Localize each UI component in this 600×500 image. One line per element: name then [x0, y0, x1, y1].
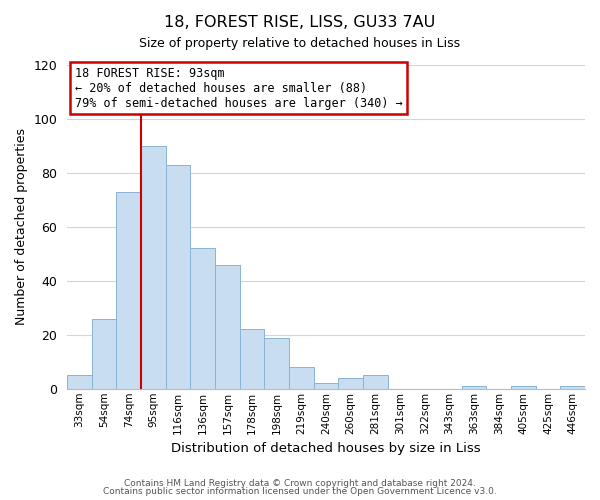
Bar: [240, 330, 265, 389]
Bar: [560, 386, 585, 389]
Bar: [511, 386, 536, 389]
X-axis label: Distribution of detached houses by size in Liss: Distribution of detached houses by size …: [171, 442, 481, 455]
Bar: [462, 386, 487, 389]
Text: 18, FOREST RISE, LISS, GU33 7AU: 18, FOREST RISE, LISS, GU33 7AU: [164, 15, 436, 30]
Bar: [141, 146, 166, 389]
Bar: [215, 264, 240, 389]
Text: 18 FOREST RISE: 93sqm
← 20% of detached houses are smaller (88)
79% of semi-deta: 18 FOREST RISE: 93sqm ← 20% of detached …: [75, 66, 403, 110]
Text: Contains public sector information licensed under the Open Government Licence v3: Contains public sector information licen…: [103, 487, 497, 496]
Bar: [314, 384, 338, 389]
Y-axis label: Number of detached properties: Number of detached properties: [15, 128, 28, 326]
Bar: [289, 367, 314, 389]
Bar: [166, 165, 190, 389]
Bar: [67, 376, 92, 389]
Bar: [116, 192, 141, 389]
Bar: [190, 248, 215, 389]
Bar: [265, 338, 289, 389]
Bar: [92, 318, 116, 389]
Bar: [363, 376, 388, 389]
Bar: [338, 378, 363, 389]
Text: Contains HM Land Registry data © Crown copyright and database right 2024.: Contains HM Land Registry data © Crown c…: [124, 478, 476, 488]
Text: Size of property relative to detached houses in Liss: Size of property relative to detached ho…: [139, 38, 461, 51]
